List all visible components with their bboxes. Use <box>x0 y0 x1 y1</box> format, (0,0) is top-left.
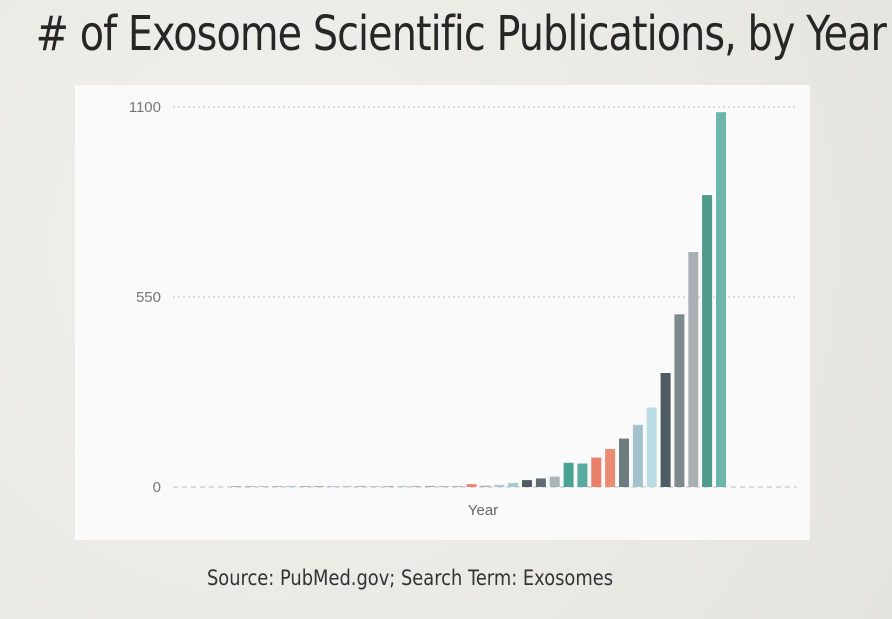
bar-chart: 1100 550 0 Year <box>129 99 797 519</box>
bar <box>522 480 532 487</box>
bar <box>674 314 685 487</box>
bar <box>549 476 560 487</box>
bar <box>702 195 713 487</box>
bar <box>244 486 255 487</box>
x-axis-title: Year <box>468 502 498 519</box>
bar <box>619 438 629 487</box>
bar <box>591 457 602 487</box>
bar <box>632 424 643 487</box>
bar <box>258 486 269 487</box>
bar <box>605 449 616 487</box>
bar <box>716 112 726 487</box>
bar <box>355 486 366 487</box>
bar <box>480 485 491 487</box>
bar <box>425 486 435 487</box>
bar <box>466 484 477 487</box>
bar <box>646 407 657 487</box>
y-tick-label: 550 <box>136 289 161 306</box>
bar <box>231 486 241 487</box>
source-note: Source: PubMed.gov; Search Term: Exosome… <box>206 566 614 590</box>
chart-panel: 1100 550 0 Year <box>75 85 810 540</box>
bar <box>300 486 311 487</box>
bar <box>494 484 505 487</box>
bar <box>688 252 699 487</box>
bar <box>369 486 380 487</box>
bars <box>231 112 726 487</box>
bar <box>383 486 394 487</box>
bar <box>328 486 338 487</box>
y-tick-label: 0 <box>153 479 161 496</box>
bar <box>314 486 325 487</box>
bar <box>411 486 422 487</box>
y-tick-label: 1100 <box>129 99 161 116</box>
slide-title: # of Exosome Scientific Publications, by… <box>35 6 887 62</box>
bar <box>438 486 449 487</box>
bar <box>577 463 588 487</box>
bar <box>286 486 297 487</box>
bar <box>397 486 408 487</box>
bar <box>341 486 352 487</box>
bar <box>563 462 574 487</box>
tick-labels: 1100 550 0 Year <box>129 99 498 519</box>
bar <box>660 373 671 487</box>
bar <box>535 478 546 487</box>
bar <box>272 486 283 487</box>
bar <box>508 482 519 487</box>
bar <box>452 486 463 487</box>
